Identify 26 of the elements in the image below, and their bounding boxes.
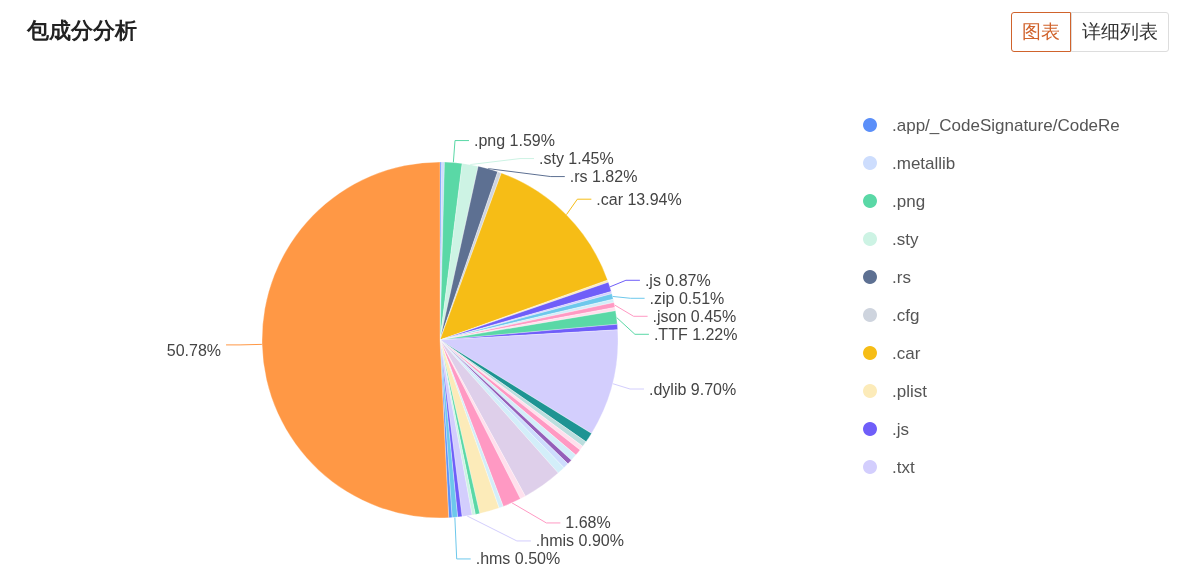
category-label: .js 0.87% bbox=[644, 271, 711, 289]
legend-label: .sty bbox=[892, 229, 919, 249]
tab-button: 图表 bbox=[1011, 12, 1071, 52]
legend-label: .js bbox=[892, 419, 909, 439]
legend-label: .png bbox=[892, 191, 926, 211]
slice-label: .hmis 0.90% bbox=[535, 532, 624, 550]
legend-label: .metallib bbox=[892, 153, 956, 173]
chart-title: 包成分分析 bbox=[26, 17, 137, 43]
category-label: .car 13.94% bbox=[596, 190, 682, 208]
legend-label: .plist bbox=[892, 381, 928, 401]
legend-label: .cfg bbox=[892, 305, 920, 325]
legend-label: .txt bbox=[892, 457, 915, 477]
data-label: 1.68% bbox=[565, 514, 611, 532]
slice-label: .TTF 1.22% bbox=[653, 325, 738, 343]
slice-label: .hms 0.50% bbox=[475, 550, 561, 568]
legend-label: .app/_CodeSignature/CodeRe bbox=[892, 115, 1120, 135]
data-label: 50.78% bbox=[166, 341, 222, 359]
slice-label: .json 0.45% bbox=[652, 307, 737, 325]
category-label: .rs 1.82% bbox=[569, 168, 638, 186]
legend-label: .rs bbox=[892, 267, 911, 287]
category-label: .sty 1.45% bbox=[539, 150, 614, 168]
category-label: .png 1.59% bbox=[474, 132, 555, 150]
tab-button: 详细列表 bbox=[1071, 12, 1169, 52]
legend-label: .car bbox=[892, 343, 921, 363]
slice-label: .dylib 9.70% bbox=[648, 380, 737, 398]
slice-label: .zip 0.51% bbox=[649, 289, 725, 307]
